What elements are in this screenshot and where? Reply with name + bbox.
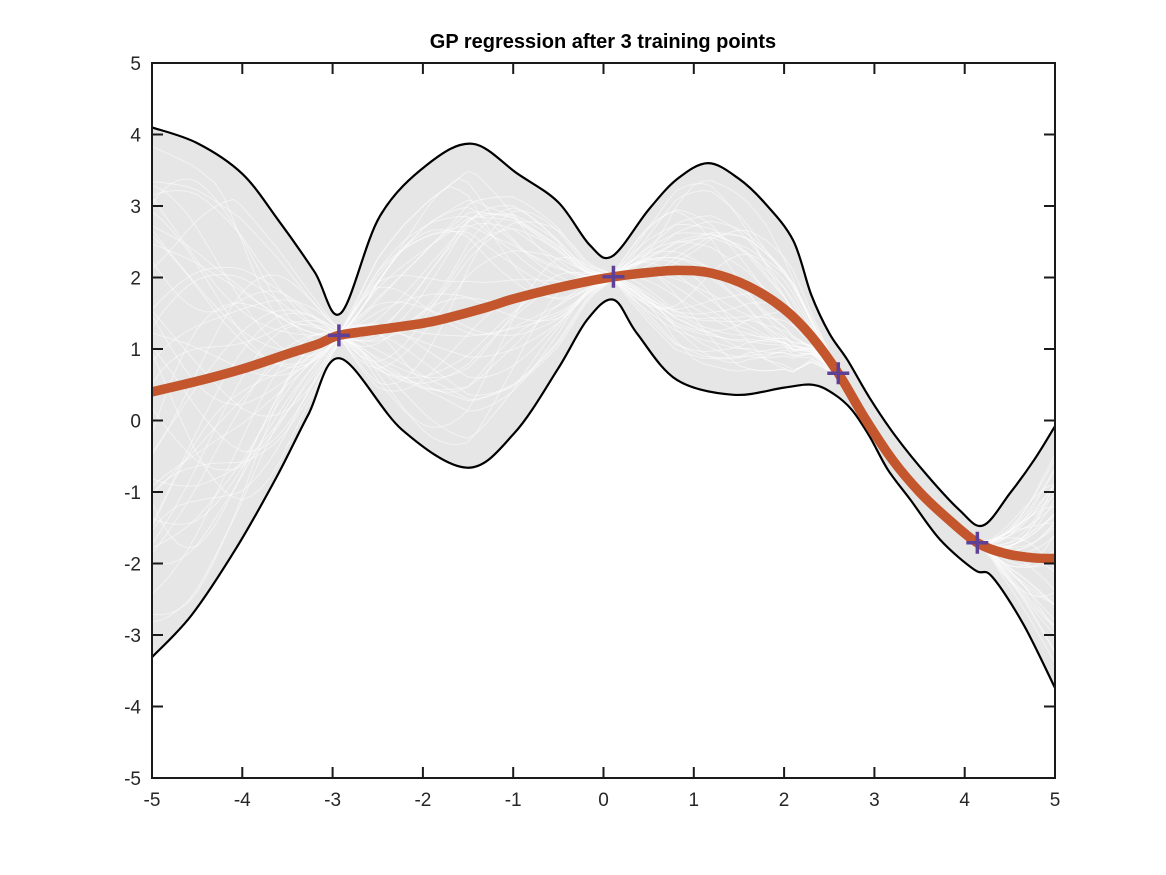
y-tick-label: 3 (130, 197, 141, 218)
band-upper-edge (151, 126, 1056, 528)
chart-title: GP regression after 3 training points (430, 31, 776, 53)
y-tick-label: -5 (124, 769, 141, 790)
training-point-marker (827, 362, 850, 385)
x-tick-label: -3 (324, 790, 341, 811)
x-tick-label: -1 (505, 790, 522, 811)
x-tick-label: 1 (689, 790, 700, 811)
x-tick-label: 2 (779, 790, 790, 811)
training-point-marker (966, 531, 989, 554)
x-tick-label: 3 (869, 790, 880, 811)
band-lower-edge (151, 298, 1056, 689)
x-tick-label: -2 (414, 790, 431, 811)
x-tick-label: 0 (598, 790, 609, 811)
y-tick-label: 5 (130, 54, 141, 75)
plot-area: -5 -4 -3 -2 -1 0 1 2 3 4 5 -5 -4 -3 -2 -1 0 1 2 3 4 5 (124, 54, 1060, 811)
y-tick-label: 0 (130, 412, 141, 433)
y-tick-label: 4 (130, 126, 141, 147)
y-tick-label: -2 (124, 555, 141, 576)
training-point-marker (327, 324, 350, 347)
y-tick-label: 2 (130, 269, 141, 290)
y-tick-label: -3 (124, 626, 141, 647)
gp-mean-line (150, 265, 1056, 564)
confidence-band (152, 127, 1055, 688)
y-tick-label: 1 (130, 340, 141, 361)
x-tick-label: -5 (144, 790, 161, 811)
y-tick-label: -4 (124, 698, 141, 719)
x-tick-label: -4 (234, 790, 251, 811)
x-tick-label: 5 (1050, 790, 1061, 811)
y-tick-label: -1 (124, 483, 141, 504)
training-point-marker (602, 265, 625, 288)
x-tick-label: 4 (959, 790, 970, 811)
